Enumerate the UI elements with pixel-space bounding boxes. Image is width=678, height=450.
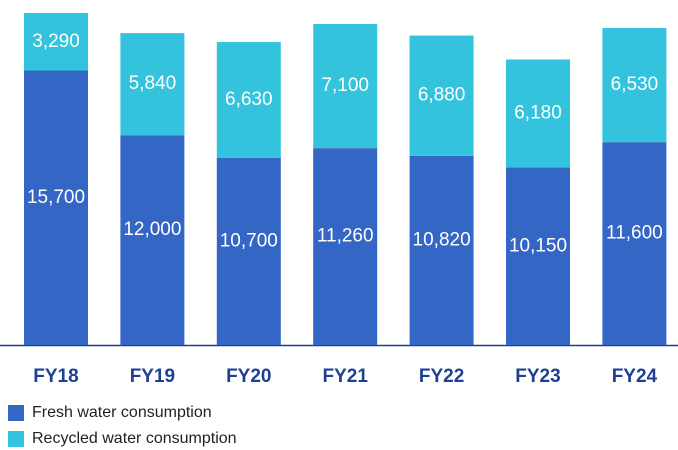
x-tick-label: FY24: [612, 366, 658, 387]
bar-segment: [602, 142, 667, 345]
bar-segment: [313, 148, 378, 345]
bar-segment: [409, 35, 474, 156]
x-tick-label: FY23: [515, 366, 560, 387]
value-label: 10,150: [509, 235, 567, 256]
value-label: 10,820: [413, 229, 471, 250]
bar-segment: [506, 167, 570, 345]
bar-segment: [216, 157, 281, 345]
value-label: 11,260: [317, 226, 374, 247]
bar-segment: [24, 70, 88, 346]
value-label: 3,290: [32, 31, 80, 52]
bar-segment: [120, 135, 185, 345]
bar-segment: [216, 42, 281, 158]
value-label: 6,880: [418, 85, 466, 106]
value-label: 5,840: [129, 73, 177, 94]
value-label: 6,530: [611, 74, 659, 95]
bar-segment: [313, 24, 378, 149]
value-label: 7,100: [321, 75, 369, 96]
value-label: 12,000: [123, 219, 181, 240]
x-tick-label: FY19: [130, 366, 175, 387]
legend-swatch: [8, 405, 24, 421]
bar-segment: [120, 33, 185, 136]
bar-segment: [506, 59, 570, 168]
value-label: 6,180: [514, 103, 562, 124]
x-tick-label: FY18: [33, 366, 78, 387]
bar-segment: [24, 13, 88, 71]
legend-label: Fresh water consumption: [32, 404, 212, 421]
x-tick-label: FY22: [419, 366, 464, 387]
x-tick-label: FY21: [322, 366, 368, 387]
bar-segment: [409, 155, 474, 345]
x-tick-label: FY20: [226, 366, 271, 387]
value-label: 10,700: [220, 230, 278, 251]
legend-swatch: [8, 431, 24, 447]
value-label: 6,630: [225, 89, 273, 110]
value-label: 11,600: [606, 223, 663, 244]
legend-label: Recycled water consumption: [32, 430, 237, 447]
bar-segment: [602, 28, 667, 143]
value-label: 15,700: [27, 187, 85, 208]
